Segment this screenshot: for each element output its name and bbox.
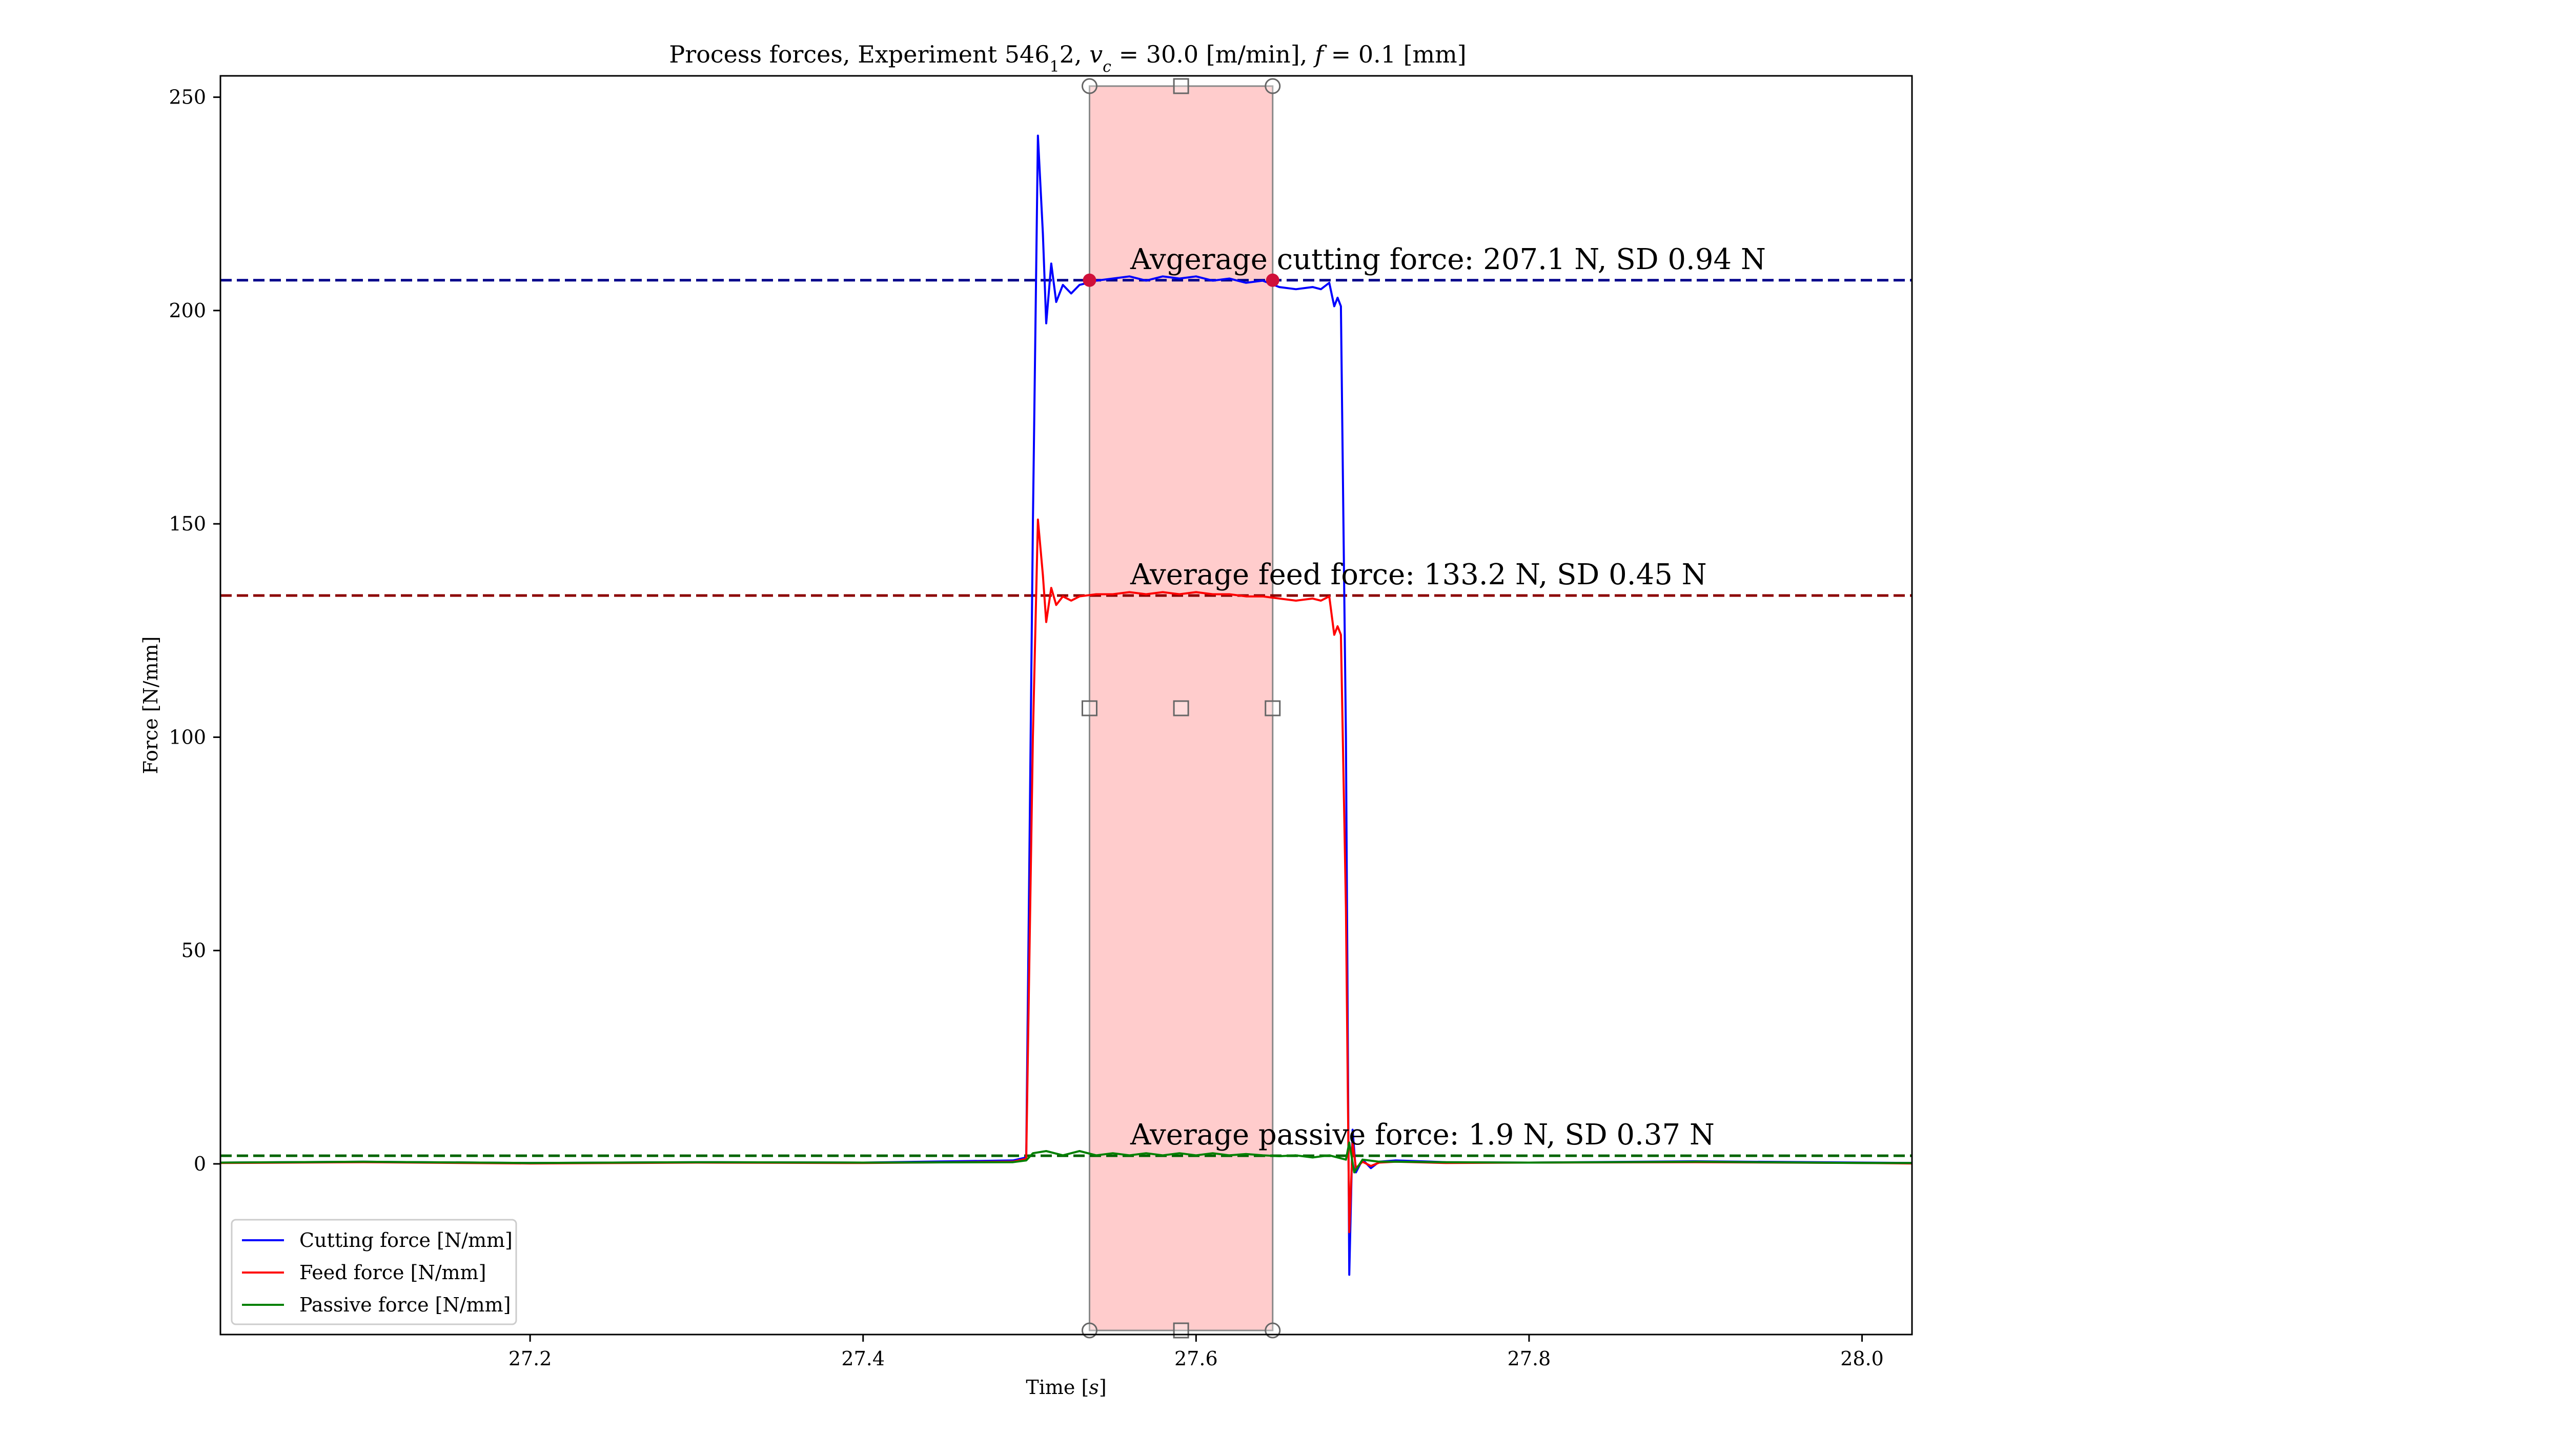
legend-entry-cutting: Cutting force [N/mm] [299, 1229, 513, 1252]
span-edge-handle[interactable] [1173, 700, 1189, 716]
span-marker-point [1266, 273, 1279, 287]
x-tick-label: 28.0 [1840, 1347, 1884, 1370]
cutting-mean-annotation: Avgerage cutting force: 207.1 N, SD 0.94… [1130, 243, 1766, 276]
x-tick-label: 27.8 [1508, 1347, 1551, 1370]
span-marker-point [1083, 273, 1096, 287]
x-tick-label: 27.6 [1174, 1347, 1218, 1370]
feed-mean-annotation: Average feed force: 133.2 N, SD 0.45 N [1130, 558, 1707, 591]
x-axis: 27.2 27.4 27.6 27.8 28.0 [508, 1335, 1884, 1370]
selection-span[interactable] [1088, 85, 1274, 1331]
span-corner-handle[interactable] [1081, 1322, 1097, 1339]
series-lines [220, 134, 1913, 1276]
feed-force-line [220, 518, 1913, 1234]
axes-frame [219, 75, 1913, 1336]
y-axis-title: Force [N/mm] [139, 637, 162, 774]
legend-entry-passive: Passive force [N/mm] [299, 1294, 511, 1316]
x-axis-title: Time [s] [1026, 1376, 1106, 1399]
passive-force-line [220, 1141, 1912, 1174]
legend-box [231, 1219, 517, 1325]
annotations: Avgerage cutting force: 207.1 N, SD 0.94… [1083, 243, 1766, 1152]
span-corner-handle[interactable] [1265, 1322, 1281, 1339]
y-tick-label: 50 [181, 939, 206, 962]
span-edge-handle[interactable] [1173, 1322, 1189, 1339]
span-corner-handle[interactable] [1265, 78, 1281, 94]
y-tick-label: 200 [169, 299, 206, 322]
y-tick-label: 250 [169, 86, 206, 109]
span-edge-handle[interactable] [1081, 700, 1097, 716]
x-tick-label: 27.4 [841, 1347, 885, 1370]
passive-mean-annotation: Average passive force: 1.9 N, SD 0.37 N [1130, 1118, 1715, 1152]
legend-entry-feed: Feed force [N/mm] [299, 1261, 486, 1284]
y-tick-label: 150 [169, 512, 206, 535]
x-tick-label: 27.2 [508, 1347, 552, 1370]
y-tick-label: 0 [194, 1153, 206, 1175]
plot-area: Avgerage cutting force: 207.1 N, SD 0.94… [219, 75, 1913, 1339]
cutting-force-line [220, 134, 1913, 1276]
mean-lines [220, 279, 1912, 1157]
span-corner-handle[interactable] [1081, 78, 1097, 94]
legend: Cutting force [N/mm] Feed force [N/mm] Pas… [231, 1219, 517, 1325]
y-axis: 0 50 100 150 200 250 [169, 86, 220, 1175]
chart-title: Process forces, Experiment 54612, vc = 3… [669, 40, 1466, 76]
span-edge-handle[interactable] [1173, 78, 1189, 94]
span-edge-handle[interactable] [1265, 700, 1281, 716]
y-tick-label: 100 [169, 726, 206, 748]
